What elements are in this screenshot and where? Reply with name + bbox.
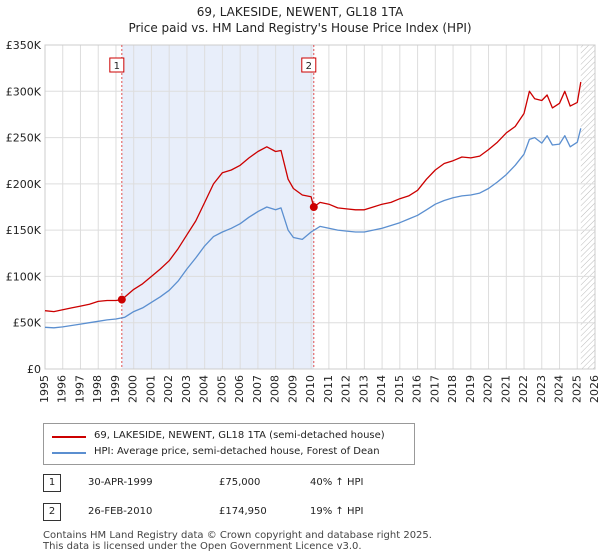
x-tick-label: 2026 xyxy=(588,375,600,403)
footer-line-1: Contains HM Land Registry data © Crown c… xyxy=(43,530,432,541)
x-tick-label: 2009 xyxy=(286,375,299,403)
legend-label-price: 69, LAKESIDE, NEWENT, GL18 1TA (semi-det… xyxy=(94,430,385,441)
x-tick-label: 2005 xyxy=(215,375,228,403)
x-tick-label: 2017 xyxy=(428,375,441,403)
sale-point-2 xyxy=(309,203,318,212)
footer: Contains HM Land Registry data © Crown c… xyxy=(43,530,583,552)
x-tick-label: 2024 xyxy=(553,375,566,403)
x-tick-label: 2014 xyxy=(375,375,388,403)
legend-swatch-price xyxy=(52,436,86,438)
ownership-shaded-region xyxy=(121,45,314,369)
sale-row-2: 2 26-FEB-2010 £174,950 19% ↑ HPI xyxy=(43,503,443,521)
x-tick-label: 2020 xyxy=(482,375,495,403)
x-tick-label: 1996 xyxy=(56,375,69,403)
x-tick-label: 2006 xyxy=(233,375,246,403)
y-tick-label: £100K xyxy=(6,270,42,283)
y-tick-label: £50K xyxy=(13,317,42,330)
plot-frame xyxy=(44,44,596,370)
x-tick-label: 2019 xyxy=(464,375,477,403)
x-tick-label: 2013 xyxy=(357,375,370,403)
x-tick-label: 2010 xyxy=(304,375,317,403)
x-tick-label: 2016 xyxy=(411,375,424,403)
price-chart: £0 £50K £100K £150K £200K £250K £300K £350K 1995… xyxy=(6,39,600,403)
footer-line-2: This data is licensed under the Open Gov… xyxy=(43,541,362,552)
x-tick-label: 1999 xyxy=(109,375,122,403)
x-tick-label: 2003 xyxy=(180,375,193,403)
x-tick-label: 1998 xyxy=(91,375,104,403)
x-tick-label: 2000 xyxy=(127,375,140,403)
x-tick-label: 2022 xyxy=(517,375,530,403)
y-tick-label: £250K xyxy=(6,132,42,145)
x-tick-label: 2012 xyxy=(340,375,353,403)
sale-point-1 xyxy=(117,295,126,304)
x-tick-label: 2011 xyxy=(322,375,335,403)
y-tick-label: £300K xyxy=(6,85,42,98)
x-tick-label: 1997 xyxy=(73,375,86,403)
y-tick-label: £200K xyxy=(6,178,42,191)
sale-date-2: 26-FEB-2010 xyxy=(88,506,153,517)
sale-hpi-1: 40% ↑ HPI xyxy=(310,477,364,488)
chart-title: 69, LAKESIDE, NEWENT, GL18 1TA xyxy=(196,5,404,19)
sale-badge-1: 1 xyxy=(43,474,61,492)
x-tick-label: 2001 xyxy=(144,375,157,403)
sale-price-2: £174,950 xyxy=(219,506,267,517)
y-tick-label: £0 xyxy=(27,363,41,376)
x-tick-label: 2002 xyxy=(162,375,175,403)
legend-swatch-hpi xyxy=(52,452,86,454)
sale-box-2 xyxy=(301,57,317,73)
x-tick-label: 2018 xyxy=(446,375,459,403)
x-tick-label: 2023 xyxy=(535,375,548,403)
sale-box-label-2: 2 xyxy=(306,61,312,72)
x-tick-label: 2007 xyxy=(251,375,264,403)
sale-box-1 xyxy=(109,57,125,73)
sale-hpi-2: 19% ↑ HPI xyxy=(310,506,364,517)
x-tick-label: 2025 xyxy=(570,375,583,403)
sale-row-1: 1 30-APR-1999 £75,000 40% ↑ HPI xyxy=(43,474,443,492)
x-tick-label: 1995 xyxy=(38,375,51,403)
x-tick-label: 2021 xyxy=(499,375,512,403)
sale-box-label-1: 1 xyxy=(114,61,120,72)
sale-date-1: 30-APR-1999 xyxy=(88,477,153,488)
forecast-hatch-region xyxy=(580,45,595,369)
price-paid-line xyxy=(44,81,582,313)
sale-badge-2: 2 xyxy=(43,503,61,521)
y-tick-label: £150K xyxy=(6,224,42,237)
hpi-line xyxy=(44,128,582,329)
legend-label-hpi: HPI: Average price, semi-detached house,… xyxy=(94,446,380,457)
sale-price-1: £75,000 xyxy=(219,477,261,488)
chart-subtitle: Price paid vs. HM Land Registry's House … xyxy=(128,21,472,35)
chart-legend: 69, LAKESIDE, NEWENT, GL18 1TA (semi-det… xyxy=(43,423,415,465)
x-tick-label: 2008 xyxy=(269,375,282,403)
y-tick-label: £350K xyxy=(6,39,42,52)
x-tick-label: 2004 xyxy=(198,375,211,403)
x-tick-label: 2015 xyxy=(393,375,406,403)
